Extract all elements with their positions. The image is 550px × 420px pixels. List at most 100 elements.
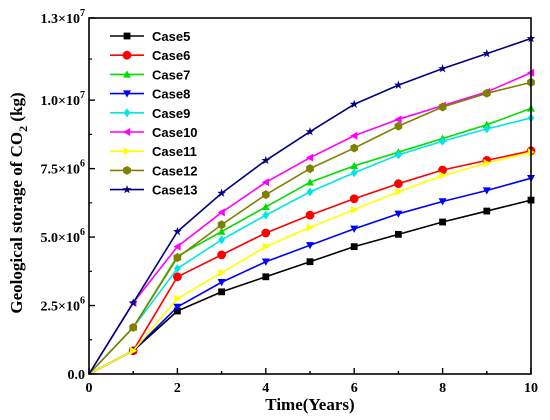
- data-point: [173, 303, 182, 311]
- legend-label: Case5: [152, 29, 190, 44]
- legend-marker: [123, 108, 131, 118]
- data-point: [394, 115, 402, 124]
- y-axis-label-unit: (kg): [7, 92, 26, 126]
- data-point: [262, 210, 270, 220]
- data-point: [261, 178, 269, 187]
- data-point: [129, 322, 138, 332]
- data-point: [261, 258, 270, 266]
- data-point: [482, 187, 491, 195]
- legend-item: Case6: [110, 48, 190, 63]
- x-tick-label: 2: [174, 381, 181, 396]
- data-point: [483, 207, 491, 215]
- legend-marker: [123, 165, 131, 175]
- legend-marker: [123, 90, 131, 98]
- data-point: [439, 218, 446, 226]
- data-point: [395, 150, 402, 160]
- series-case13: [88, 33, 536, 375]
- data-point: [306, 164, 314, 174]
- legend-marker: [122, 50, 132, 60]
- y-tick-label: 0.0: [68, 368, 86, 383]
- series-case11: [88, 148, 535, 375]
- data-point: [217, 220, 226, 230]
- data-point: [173, 227, 182, 236]
- data-point: [438, 102, 447, 112]
- data-point: [174, 307, 181, 315]
- legend-label: Case9: [152, 106, 190, 121]
- data-point: [482, 88, 491, 98]
- data-point: [173, 242, 181, 251]
- data-point: [218, 268, 226, 277]
- legend-label: Case6: [152, 48, 190, 63]
- legend-label: Case12: [152, 163, 198, 178]
- y-tick-label: 1.0×107: [41, 90, 85, 109]
- axes: 0 2 4 6 8 10 0.0 2.5×106 5.0×106 7.5×106 1.0×107 1.…: [41, 8, 538, 396]
- legend-marker: [123, 70, 131, 78]
- x-tick-label: 8: [439, 381, 446, 396]
- data-point: [217, 208, 225, 217]
- data-point: [438, 64, 447, 73]
- data-point: [261, 202, 270, 211]
- legend-item: Case11: [110, 144, 197, 159]
- x-axis-label: Time(Years): [265, 395, 354, 414]
- data-point: [439, 171, 447, 180]
- x-tick-label: 0: [86, 381, 93, 396]
- legend-item: Case13: [110, 183, 198, 198]
- series-case5: [88, 196, 535, 375]
- y-axis-label-subscript: 2: [16, 126, 30, 132]
- data-point: [130, 346, 138, 355]
- data-point: [306, 258, 314, 266]
- data-point: [482, 49, 492, 58]
- data-point: [261, 228, 271, 238]
- legend-label: Case8: [152, 87, 190, 102]
- data-point: [128, 298, 138, 307]
- data-point: [217, 188, 226, 197]
- series-case12: [88, 77, 535, 375]
- x-tick-label: 4: [262, 381, 269, 396]
- data-point: [305, 127, 315, 136]
- data-point: [218, 288, 225, 296]
- data-point: [483, 159, 491, 168]
- data-point: [174, 264, 181, 273]
- data-point: [351, 205, 359, 214]
- legend-item: Case9: [110, 106, 190, 121]
- data-point: [349, 194, 359, 204]
- data-point: [261, 190, 270, 200]
- plot-area: [88, 33, 536, 375]
- data-point: [261, 155, 271, 165]
- legend-label: Case13: [152, 183, 198, 198]
- data-point: [350, 225, 359, 233]
- legend-label: Case7: [152, 67, 190, 82]
- legend-label: Case10: [152, 125, 198, 140]
- data-point: [173, 253, 182, 263]
- data-point: [306, 223, 314, 232]
- data-point: [394, 80, 403, 89]
- data-point: [349, 99, 359, 108]
- data-point: [217, 250, 227, 260]
- legend-marker: [123, 147, 131, 156]
- data-point: [306, 153, 314, 162]
- legend-item: Case10: [110, 125, 198, 140]
- y-axis-label-main: Geological storage of CO: [7, 132, 26, 314]
- data-point: [439, 136, 446, 146]
- data-point: [350, 243, 358, 251]
- data-point: [306, 178, 314, 186]
- data-point: [172, 272, 182, 282]
- data-point: [306, 187, 314, 197]
- data-point: [350, 168, 358, 178]
- y-axis-label: Geological storage of CO2 (kg): [7, 92, 30, 313]
- x-tick-label: 10: [524, 381, 538, 396]
- legend-item: Case12: [110, 163, 198, 178]
- legend-item: Case5: [110, 29, 190, 44]
- y-tick-label: 5.0×106: [41, 227, 85, 246]
- legend-marker: [122, 185, 132, 194]
- data-point: [217, 279, 226, 287]
- legend: Case5 Case6 Case7 Case8 Case9 Case10 Case11 Cas…: [110, 29, 198, 198]
- data-point: [262, 242, 270, 251]
- x-tick-label: 6: [351, 381, 358, 396]
- legend-marker: [123, 32, 131, 40]
- data-point: [438, 198, 447, 206]
- data-point: [350, 131, 358, 140]
- data-point: [482, 120, 491, 128]
- data-point: [395, 230, 402, 238]
